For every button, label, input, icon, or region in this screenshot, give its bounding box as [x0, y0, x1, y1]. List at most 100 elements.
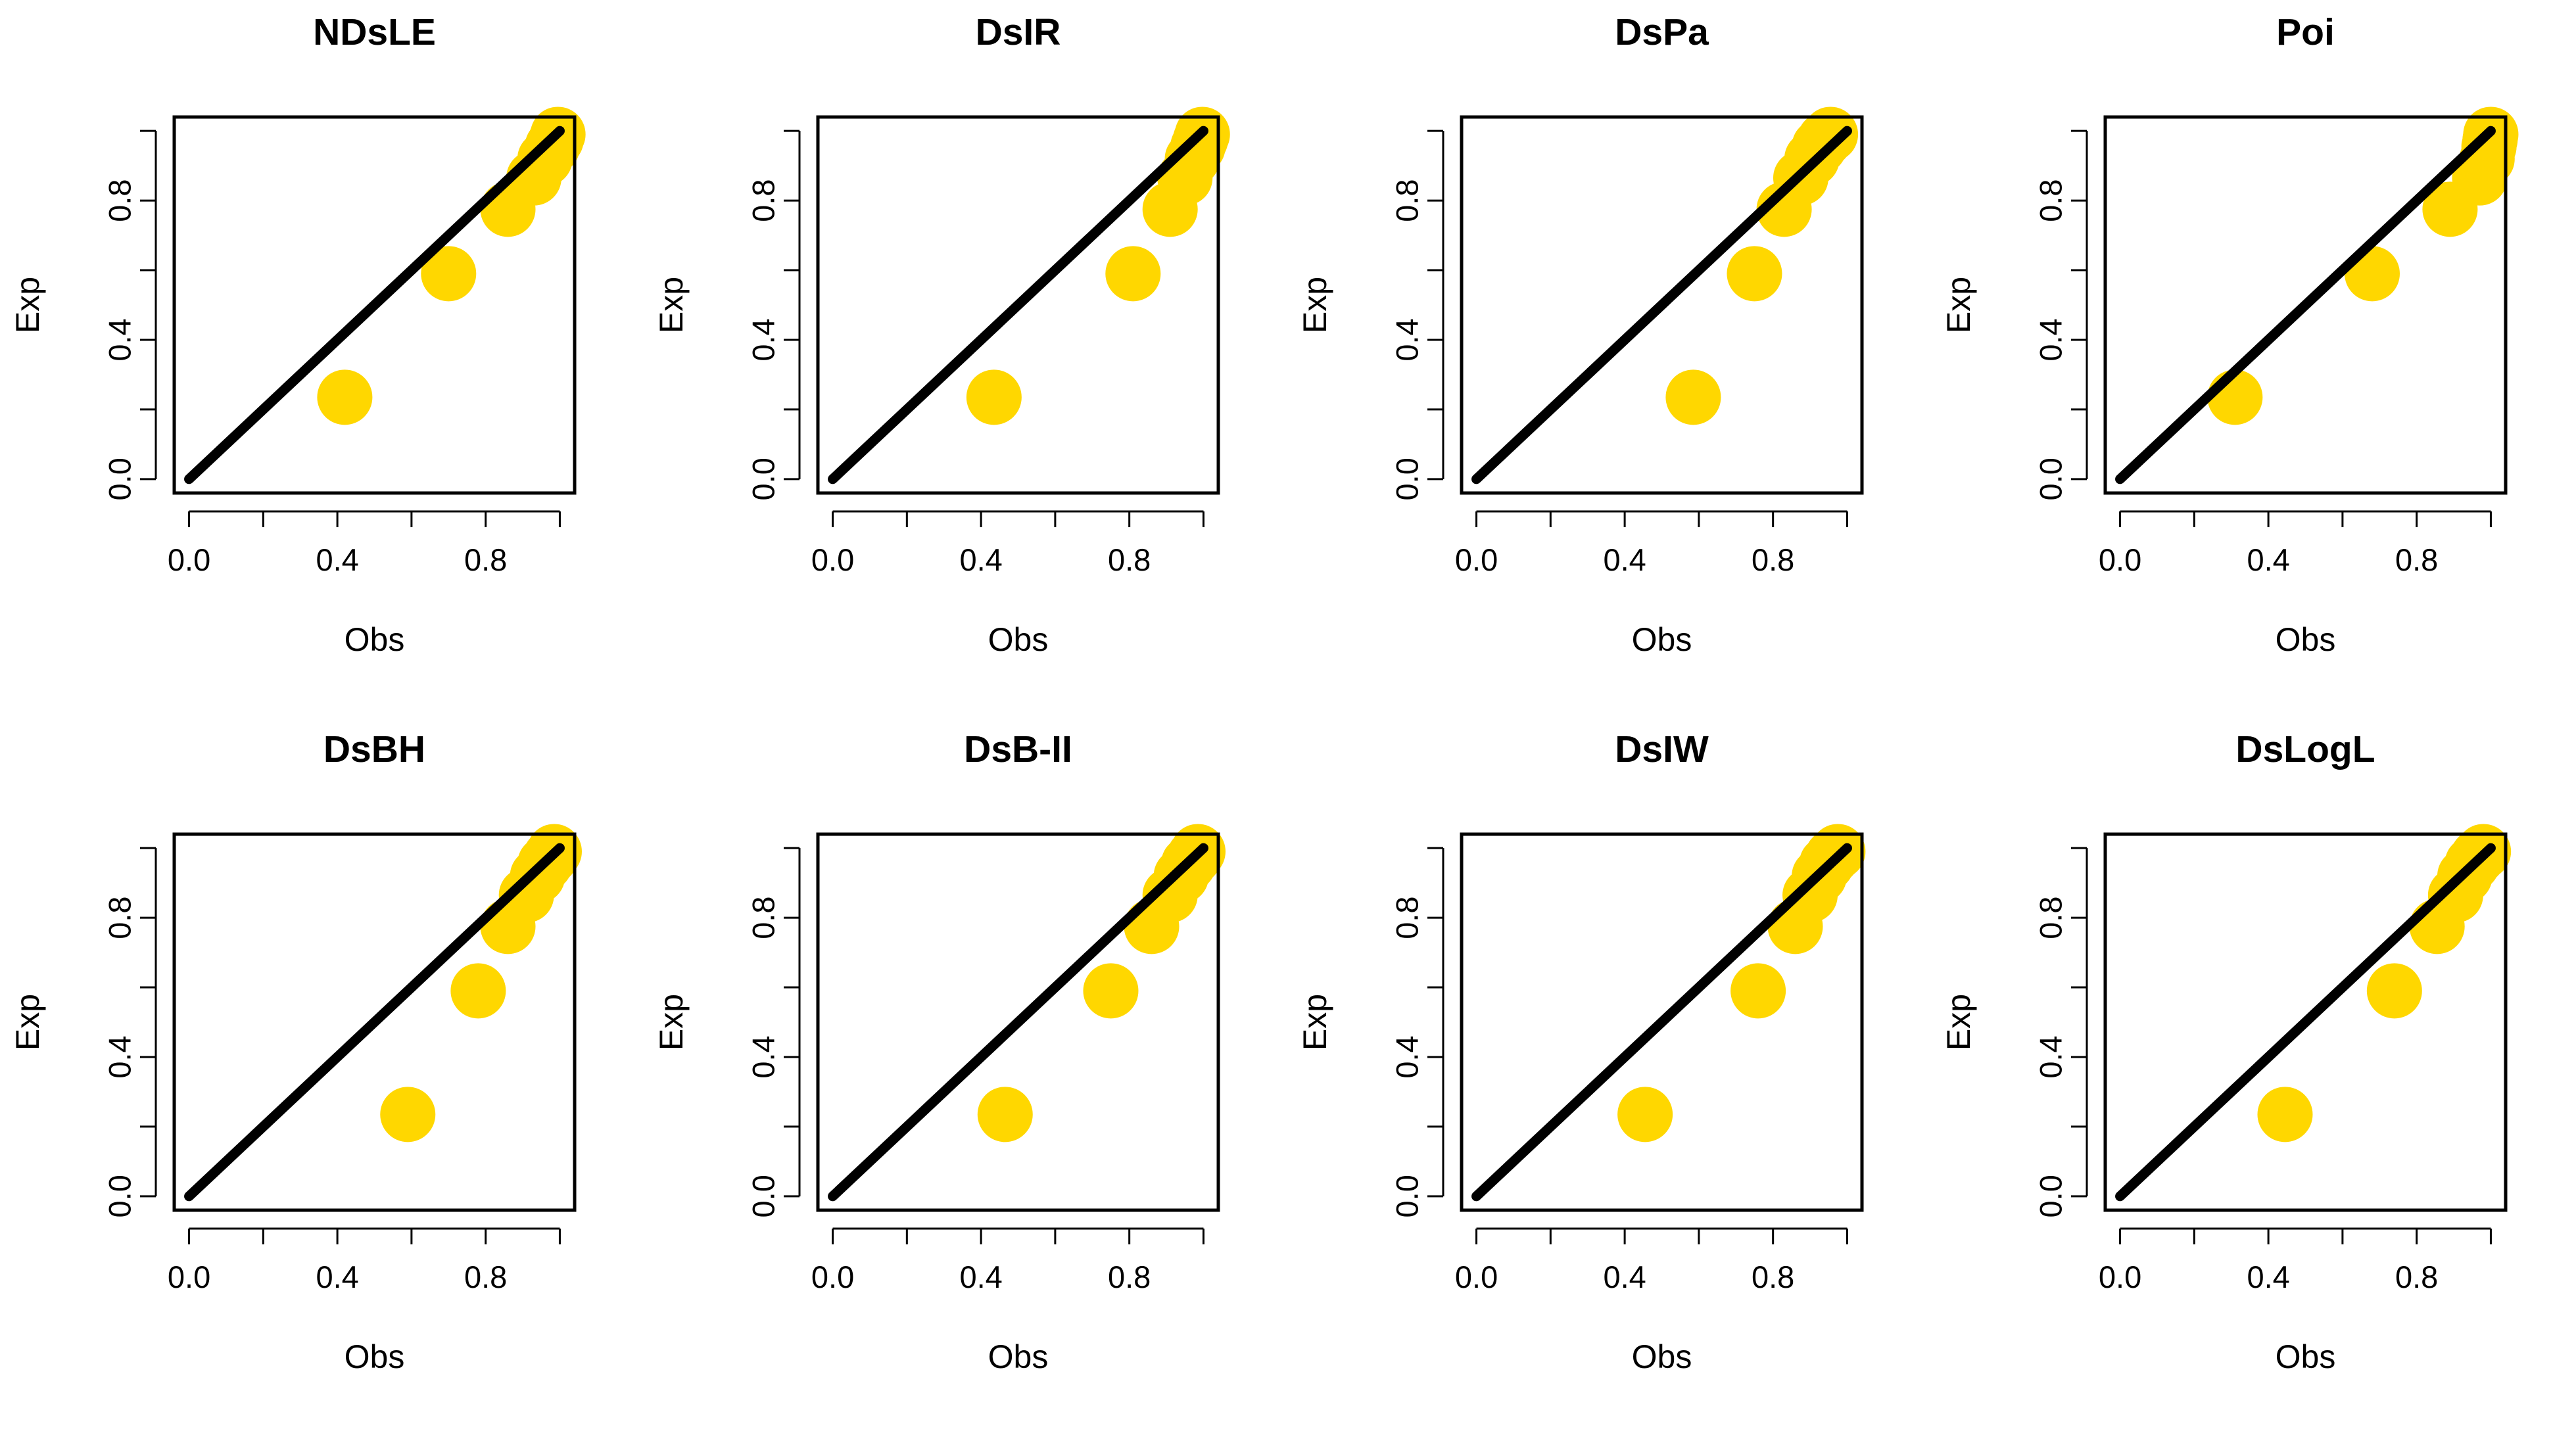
- reference-line: [184, 843, 565, 1202]
- points-group: [2257, 824, 2512, 1142]
- x-tick-label: 0.4: [1603, 1259, 1646, 1294]
- y-tick-label: 0.4: [103, 318, 137, 361]
- y-tick-label: 0.8: [746, 896, 781, 939]
- chart-title: Poi: [2276, 11, 2335, 53]
- data-point-1: [966, 369, 1022, 425]
- y-axis-label: Exp: [1297, 994, 1333, 1050]
- data-point-8: [1803, 106, 1859, 162]
- x-axis-label: Obs: [2276, 621, 2336, 658]
- points-group: [317, 106, 586, 425]
- data-point-2: [1727, 246, 1782, 302]
- plot-svg: DsIR 0.0 0.4 0.8 Obs 0.0 0.4 0.8 Exp: [653, 11, 1230, 658]
- chart-title: DsB-II: [964, 728, 1072, 770]
- data-point-1: [977, 1087, 1033, 1142]
- x-tick-label: 0.8: [464, 1259, 507, 1294]
- y-axis-label: Exp: [9, 277, 46, 333]
- y-axis-label: Exp: [1940, 994, 1977, 1050]
- plot-frame: [816, 832, 1220, 1212]
- y-tick-label: 0.0: [103, 458, 137, 500]
- plot-frame: [172, 115, 577, 495]
- data-point-2: [2366, 963, 2422, 1019]
- x-tick-label: 0.0: [168, 1259, 210, 1294]
- reference-line: [184, 126, 565, 484]
- x-tick-label: 0.8: [1752, 1259, 1794, 1294]
- x-axis-label: Obs: [1632, 621, 1692, 658]
- data-point-2: [421, 246, 477, 302]
- points-group: [966, 106, 1230, 425]
- y-tick-label: 0.8: [746, 179, 781, 222]
- reference-line: [1471, 843, 1852, 1202]
- data-point-1: [2257, 1087, 2313, 1142]
- qq-panel-poi: Poi 0.0 0.4 0.8 Obs 0.0 0.4 0.8 Exp: [1931, 0, 2575, 717]
- y-tick-label: 0.8: [1390, 896, 1425, 939]
- y-axis: 0.0 0.4 0.8: [746, 847, 801, 1217]
- data-point-1: [317, 369, 373, 425]
- reference-line: [1471, 126, 1852, 484]
- x-tick-label: 0.0: [811, 1259, 854, 1294]
- y-axis: 0.0 0.4 0.8: [103, 847, 157, 1217]
- y-axis: 0.0 0.4 0.8: [1390, 847, 1444, 1217]
- x-tick-label: 0.0: [811, 542, 854, 577]
- x-axis: 0.0 0.4 0.8: [168, 1227, 561, 1294]
- y-tick-label: 0.4: [1390, 318, 1425, 361]
- y-tick-label: 0.0: [2034, 458, 2068, 500]
- qq-panel-dsir: DsIR 0.0 0.4 0.8 Obs 0.0 0.4 0.8 Exp: [644, 0, 1287, 717]
- x-axis-label: Obs: [988, 621, 1049, 658]
- y-tick-label: 0.4: [1390, 1035, 1425, 1078]
- x-axis-label: Obs: [345, 1338, 405, 1375]
- y-tick-label: 0.4: [746, 1035, 781, 1078]
- plot-svg: DsIW 0.0 0.4 0.8 Obs 0.0 0.4 0.8 Exp: [1297, 728, 1866, 1375]
- data-point-2: [1730, 963, 1786, 1019]
- plot-frame: [1460, 115, 1864, 495]
- qq-panel-dslogl: DsLogL 0.0 0.4 0.8 Obs 0.0 0.4 0.8 Exp: [1931, 717, 2575, 1434]
- x-axis: 0.0 0.4 0.8: [1455, 1227, 1848, 1294]
- x-tick-label: 0.8: [1108, 1259, 1151, 1294]
- x-tick-label: 0.4: [2247, 1259, 2289, 1294]
- data-point-2: [450, 963, 506, 1019]
- x-axis: 0.0 0.4 0.8: [1455, 510, 1848, 577]
- y-tick-label: 0.8: [103, 896, 137, 939]
- x-tick-label: 0.0: [2099, 542, 2141, 577]
- plot-frame: [816, 115, 1220, 495]
- y-axis-label: Exp: [653, 277, 690, 333]
- x-tick-label: 0.4: [2247, 542, 2289, 577]
- x-tick-label: 0.4: [959, 1259, 1002, 1294]
- y-axis: 0.0 0.4 0.8: [746, 129, 801, 500]
- qq-panel-dspa: DsPa 0.0 0.4 0.8 Obs 0.0 0.4 0.8 Exp: [1287, 0, 1931, 717]
- x-tick-label: 0.4: [316, 1259, 358, 1294]
- x-axis: 0.0 0.4 0.8: [2099, 1227, 2492, 1294]
- plot-svg: DsBH 0.0 0.4 0.8 Obs 0.0 0.4 0.8 Exp: [9, 728, 582, 1375]
- x-tick-label: 0.8: [2395, 1259, 2438, 1294]
- plot-svg: Poi 0.0 0.4 0.8 Obs 0.0 0.4 0.8 Exp: [1940, 11, 2519, 658]
- y-tick-label: 0.8: [2034, 896, 2068, 939]
- x-tick-label: 0.0: [2099, 1259, 2141, 1294]
- y-tick-label: 0.8: [103, 179, 137, 222]
- x-axis: 0.0 0.4 0.8: [811, 510, 1205, 577]
- plot-svg: DsPa 0.0 0.4 0.8 Obs 0.0 0.4 0.8 Exp: [1297, 11, 1864, 658]
- y-axis: 0.0 0.4 0.8: [103, 129, 157, 500]
- x-tick-label: 0.0: [1455, 1259, 1498, 1294]
- y-tick-label: 0.4: [2034, 318, 2068, 361]
- x-tick-label: 0.0: [1455, 542, 1498, 577]
- y-tick-label: 0.0: [2034, 1175, 2068, 1217]
- y-tick-label: 0.8: [1390, 179, 1425, 222]
- x-axis-label: Obs: [2276, 1338, 2336, 1375]
- x-tick-label: 0.8: [2395, 542, 2438, 577]
- y-tick-label: 0.4: [103, 1035, 137, 1078]
- x-axis: 0.0 0.4 0.8: [168, 510, 561, 577]
- reference-line: [828, 126, 1208, 484]
- chart-title: DsIW: [1615, 728, 1709, 770]
- y-axis-label: Exp: [1297, 277, 1333, 333]
- y-axis-label: Exp: [1940, 277, 1977, 333]
- plot-frame: [2103, 115, 2508, 495]
- y-tick-label: 0.0: [1390, 1175, 1425, 1217]
- x-axis: 0.0 0.4 0.8: [811, 1227, 1205, 1294]
- y-axis-label: Exp: [653, 994, 690, 1050]
- data-point-2: [1083, 963, 1139, 1019]
- x-axis-label: Obs: [345, 621, 405, 658]
- plot-svg: DsB-II 0.0 0.4 0.8 Obs 0.0 0.4 0.8 Exp: [653, 728, 1226, 1375]
- x-tick-label: 0.4: [959, 542, 1002, 577]
- y-tick-label: 0.0: [103, 1175, 137, 1217]
- x-axis-label: Obs: [1632, 1338, 1692, 1375]
- y-tick-label: 0.0: [746, 458, 781, 500]
